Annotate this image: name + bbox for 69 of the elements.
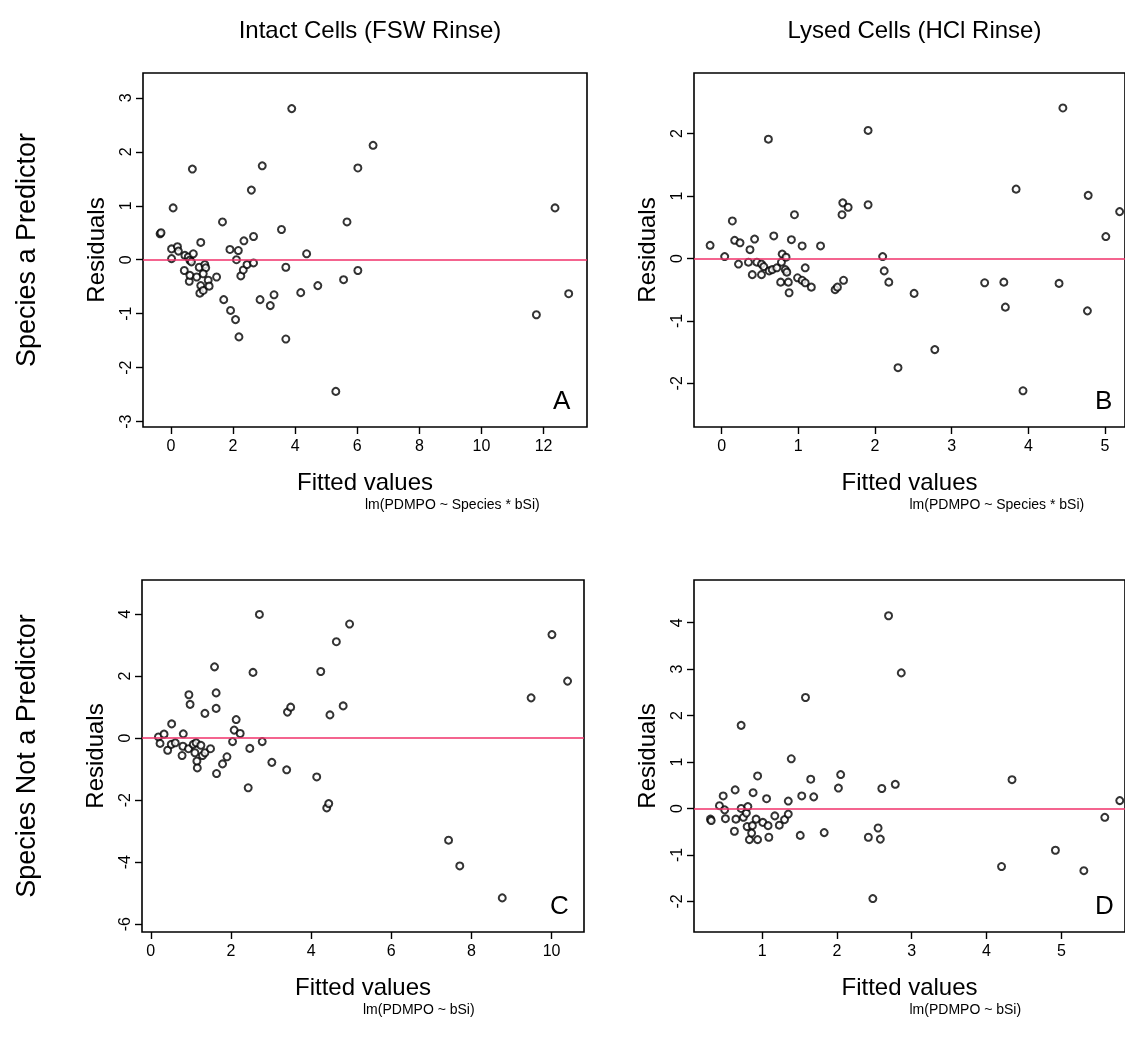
y-tick-label: 1 — [667, 757, 685, 767]
x-axis-title: Fitted values — [841, 972, 978, 1000]
y-tick-label: -1 — [667, 313, 685, 328]
y-tick-label: 2 — [115, 671, 133, 681]
annotation: D — [1095, 890, 1114, 920]
x-tick-label: 10 — [542, 941, 561, 959]
text: lm(PDMPO ~ Species * bSi) — [909, 496, 1085, 512]
x-tick-label: 0 — [166, 436, 176, 454]
y-tick-label: 0 — [667, 253, 685, 263]
y-tick-label: -4 — [115, 855, 133, 870]
y-tick-label: 4 — [115, 609, 133, 619]
y-tick-label: -3 — [116, 414, 134, 429]
x-tick-label: 2 — [870, 436, 880, 454]
y-tick-label: -2 — [667, 894, 685, 909]
x-tick-label: 8 — [414, 436, 424, 454]
text: lm(PDMPO ~ bSi) — [363, 1001, 475, 1017]
y-tick-label: 1 — [667, 191, 685, 201]
y-tick-label: 2 — [667, 711, 685, 721]
x-tick-label: 4 — [1023, 436, 1033, 454]
y-tick-label: 0 — [667, 803, 685, 813]
x-tick-label: 1 — [793, 436, 803, 454]
x-tick-label: 6 — [352, 436, 362, 454]
y-tick-label: -2 — [115, 792, 133, 808]
y-axis-title: Residuals — [632, 197, 660, 303]
annotation: A — [553, 385, 571, 415]
x-axis-title: Fitted values — [296, 467, 434, 495]
text: lm(PDMPO ~ bSi) — [909, 1001, 1022, 1017]
annotation: C — [550, 890, 569, 920]
y-tick-label: 2 — [116, 147, 134, 157]
x-tick-label: 0 — [146, 941, 156, 959]
chart-title: Intact Cells (FSW Rinse) — [238, 15, 502, 43]
y-axis-title: Residuals — [80, 703, 108, 809]
y-tick-label: 4 — [667, 618, 685, 628]
x-tick-label: 2 — [832, 941, 842, 959]
y-tick-label: 0 — [115, 733, 133, 743]
y-tick-label: 3 — [667, 664, 685, 674]
x-tick-label: 5 — [1056, 941, 1066, 959]
x-tick-label: 3 — [907, 941, 917, 959]
x-tick-label: 0 — [717, 436, 727, 454]
y-tick-label: -1 — [667, 847, 685, 863]
x-tick-label: 4 — [290, 436, 300, 454]
x-tick-label: 6 — [386, 941, 396, 959]
x-tick-label: 2 — [226, 941, 236, 959]
y-tick-label: -2 — [667, 376, 685, 391]
x-axis-title: Fitted values — [841, 467, 978, 495]
annotation: B — [1095, 385, 1113, 415]
y-tick-label: 0 — [116, 255, 134, 265]
x-tick-label: 4 — [306, 941, 316, 959]
text: lm(PDMPO ~ Species * bSi) — [364, 496, 540, 512]
x-tick-label: 1 — [757, 941, 767, 959]
x-tick-label: 4 — [982, 941, 992, 959]
x-axis-title: Fitted values — [294, 972, 432, 1000]
y-tick-label: 2 — [667, 129, 685, 139]
text: Species a Predictor — [11, 132, 41, 368]
y-tick-label: 1 — [116, 201, 134, 211]
y-tick-label: -6 — [115, 917, 133, 932]
y-tick-label: 3 — [116, 93, 134, 103]
y-axis-title: Residuals — [632, 703, 660, 809]
y-axis-title: Residuals — [81, 197, 109, 303]
x-tick-label: 10 — [472, 436, 491, 454]
x-tick-label: 12 — [534, 436, 553, 454]
y-tick-label: -1 — [116, 306, 134, 321]
x-tick-label: 5 — [1100, 436, 1110, 454]
x-tick-label: 8 — [466, 941, 476, 959]
text: Species Not a Predictor — [11, 614, 41, 898]
y-tick-label: -2 — [116, 360, 134, 375]
x-tick-label: 2 — [228, 436, 238, 454]
x-tick-label: 3 — [947, 436, 957, 454]
chart-title: Lysed Cells (HCl Rinse) — [787, 15, 1042, 43]
